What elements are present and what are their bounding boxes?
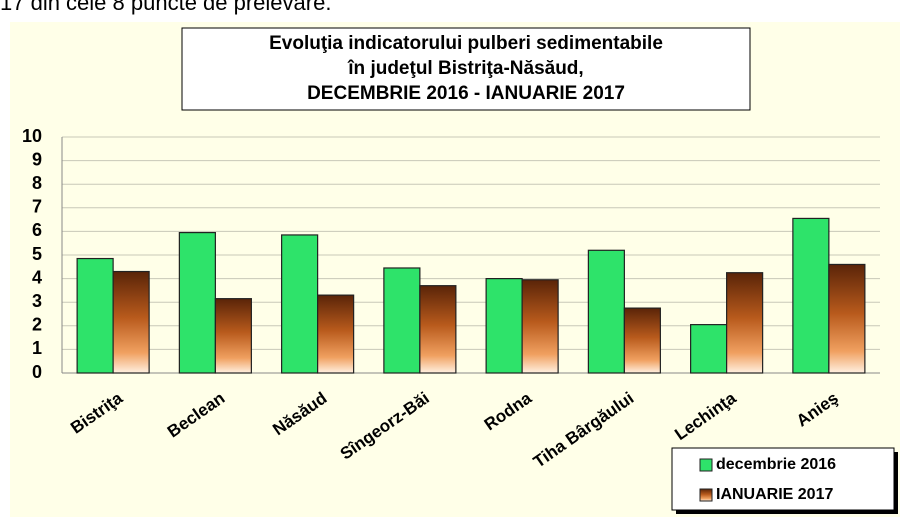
bar	[726, 272, 764, 374]
bar	[623, 307, 661, 374]
legend-label: IANUARIE 2017	[716, 486, 833, 503]
bar	[281, 234, 319, 374]
legend-swatch	[699, 488, 713, 502]
bar	[317, 294, 355, 374]
y-tick-label: 9	[32, 149, 42, 169]
bar	[521, 279, 559, 374]
bar	[214, 298, 252, 374]
y-tick-label: 4	[32, 267, 42, 287]
bar	[112, 270, 150, 374]
bar	[792, 217, 830, 374]
bar	[828, 263, 866, 374]
bar	[383, 267, 421, 374]
chart-title: Evoluţia indicatorului pulberi sedimenta…	[269, 33, 663, 54]
bar	[419, 285, 457, 374]
title-box	[181, 27, 751, 111]
legend-label: decembrie 2016	[716, 456, 836, 473]
y-tick-label: 10	[22, 126, 42, 146]
bar	[178, 231, 216, 374]
bar	[485, 278, 523, 374]
caption: 17 din cele 8 puncte de prelevare.	[0, 0, 331, 15]
chart-title: în judeţul Bistriţa-Năsăud,	[347, 58, 583, 79]
bar	[76, 257, 114, 374]
y-tick-label: 7	[32, 197, 42, 217]
y-tick-label: 5	[32, 244, 42, 264]
y-tick-label: 3	[32, 291, 42, 311]
y-tick-label: 1	[32, 338, 42, 358]
bar	[690, 324, 728, 374]
y-tick-label: 2	[32, 315, 42, 335]
y-tick-label: 8	[32, 173, 42, 193]
y-tick-label: 0	[32, 362, 42, 382]
legend-swatch	[699, 458, 713, 472]
y-tick-label: 6	[32, 220, 42, 240]
chart-title: DECEMBRIE 2016 - IANUARIE 2017	[307, 83, 625, 104]
bar	[587, 249, 625, 374]
